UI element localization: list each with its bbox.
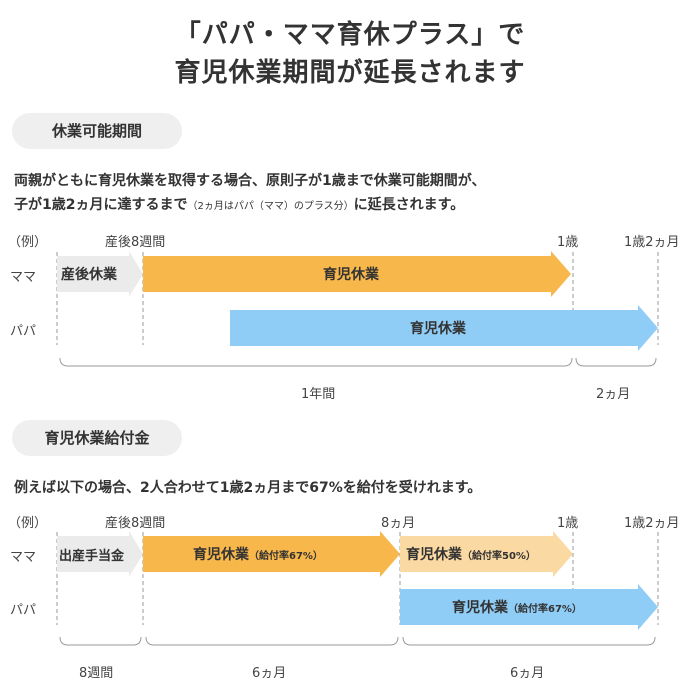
section2-text: 例えば以下の場合、2人合わせて1歳2ヵ月まで67%を給付を受けれます。 — [14, 480, 482, 496]
section1-mama-postnatal-text: 産後休業 — [61, 267, 117, 283]
section2-papa-label: パパ — [10, 603, 37, 618]
section1-mama-childcare-text: 育児休業 — [323, 267, 379, 283]
section1-span-brackets — [59, 357, 657, 367]
section2-mama-benefit-text: 出産手当金 — [59, 549, 125, 564]
section1-milestone-1y2m: 1歳2ヵ月 — [624, 235, 680, 250]
section1-pill: 休業可能期間 — [12, 113, 182, 149]
section2-mama-childcare-67-rate: （給付率67%） — [249, 551, 323, 562]
section2-papa-childcare-rate: （給付率67%） — [508, 604, 582, 615]
section1-text-line-2: 子が1歳2ヵ月に達するまで（2ヵ月はパパ（ママ）のプラス分）に延長されます。 — [14, 194, 464, 214]
title-line-1: 「パパ・ママ育休プラス」で — [174, 20, 526, 50]
section2-papa-childcare-arrow — [400, 584, 658, 630]
section2-milestone-1y2m: 1歳2ヵ月 — [624, 516, 680, 531]
section1-papa-label: パパ — [10, 324, 37, 339]
section2-mama-childcare-50-rate: （給付率50%） — [462, 551, 536, 562]
section2-mama-childcare-67-text: 育児休業（給付率67%） — [193, 544, 323, 564]
section2-mama-childcare-67-arrow — [143, 531, 400, 577]
section2-example-label: （例） — [8, 516, 48, 531]
section1-text-line-2-end: に延長されます。 — [353, 197, 465, 213]
section2-mama-childcare-50-text: 育児休業（給付率50%） — [406, 544, 536, 564]
section2-mama-childcare-50-arrow — [400, 531, 573, 577]
section2-span-brackets — [59, 636, 656, 646]
section2-milestone-8months: 8ヵ月 — [381, 516, 416, 531]
section1-text-line-2-main: 子が1歳2ヵ月に達するまで — [14, 197, 188, 213]
section1-mama-label: ママ — [10, 270, 37, 285]
section2-papa-childcare-text: 育児休業（給付率67%） — [452, 597, 582, 617]
section2-mama-label: ママ — [10, 550, 37, 565]
section1-papa-childcare-arrow — [230, 305, 658, 351]
section1-example-label: （例） — [8, 235, 48, 250]
section1-span-2months: 2ヵ月 — [596, 387, 631, 402]
title-line-2: 育児休業期間が延長されます — [174, 58, 526, 88]
section1-span-1year: 1年間 — [301, 387, 336, 402]
section1-mama-postnatal-arrow — [57, 251, 143, 297]
section2-papa-childcare-label: 育児休業 — [452, 600, 508, 616]
section2-milestone-8weeks: 産後8週間 — [105, 516, 166, 531]
section2-span-6months-2: 6ヵ月 — [510, 666, 545, 681]
section1-milestone-8weeks: 産後8週間 — [105, 235, 166, 250]
section2-mama-childcare-50-label: 育児休業 — [406, 547, 462, 563]
section2-mama-benefit-arrow — [57, 531, 143, 577]
section2-pill: 育児休業給付金 — [12, 420, 182, 456]
section2-mama-childcare-67-label: 育児休業 — [193, 547, 249, 563]
section1-mama-childcare-arrow — [143, 251, 571, 297]
section1-papa-childcare-text: 育児休業 — [410, 321, 466, 337]
section2-span-6months-1: 6ヵ月 — [252, 666, 287, 681]
section2-milestone-1year: 1歳 — [557, 516, 579, 531]
section1-milestone-1year: 1歳 — [557, 235, 579, 250]
section1-text-line-1: 両親がともに育児休業を取得する場合、原則子が1歳まで休業可能期間が、 — [14, 173, 486, 189]
section2-span-8weeks: 8週間 — [79, 666, 114, 681]
section1-text-line-2-note: （2ヵ月はパパ（ママ）のプラス分） — [187, 201, 354, 212]
